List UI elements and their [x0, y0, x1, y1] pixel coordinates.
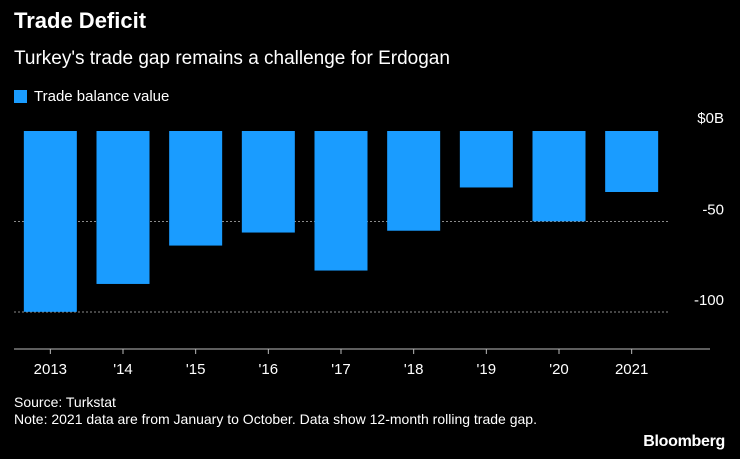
bar-'20: [532, 131, 586, 222]
legend-swatch: [14, 90, 27, 103]
bar-'18: [387, 131, 441, 231]
x-tick-label: '20: [549, 361, 569, 378]
x-tick-label: '19: [477, 361, 497, 378]
y-tick-label: -50: [702, 202, 724, 219]
legend-label: Trade balance value: [34, 88, 170, 105]
bar-'16: [241, 131, 295, 233]
y-tick-label: $0B: [697, 110, 724, 127]
x-tick-label: 2021: [615, 361, 648, 378]
bar-2021: [605, 131, 659, 192]
x-tick-label: '18: [404, 361, 424, 378]
chart-subtitle: Turkey's trade gap remains a challenge f…: [14, 48, 450, 69]
bar-'19: [459, 131, 513, 188]
x-tick-label: 2013: [34, 361, 67, 378]
note-text: Note: 2021 data are from January to Octo…: [14, 411, 537, 427]
y-tick-label: -100: [694, 292, 724, 309]
bar-'17: [314, 131, 368, 271]
bloomberg-logo: Bloomberg: [643, 433, 725, 450]
bar-2013: [23, 131, 77, 312]
chart-title: Trade Deficit: [14, 8, 147, 33]
x-tick-label: '15: [186, 361, 206, 378]
x-tick-label: '14: [113, 361, 133, 378]
bar-'14: [96, 131, 150, 284]
x-tick-label: '16: [259, 361, 279, 378]
x-tick-label: '17: [331, 361, 351, 378]
footer: Source: Turkstat Note: 2021 data are fro…: [14, 394, 574, 428]
bar-'15: [169, 131, 223, 246]
source-text: Source: Turkstat: [14, 394, 116, 410]
legend: Trade balance value: [14, 88, 169, 105]
